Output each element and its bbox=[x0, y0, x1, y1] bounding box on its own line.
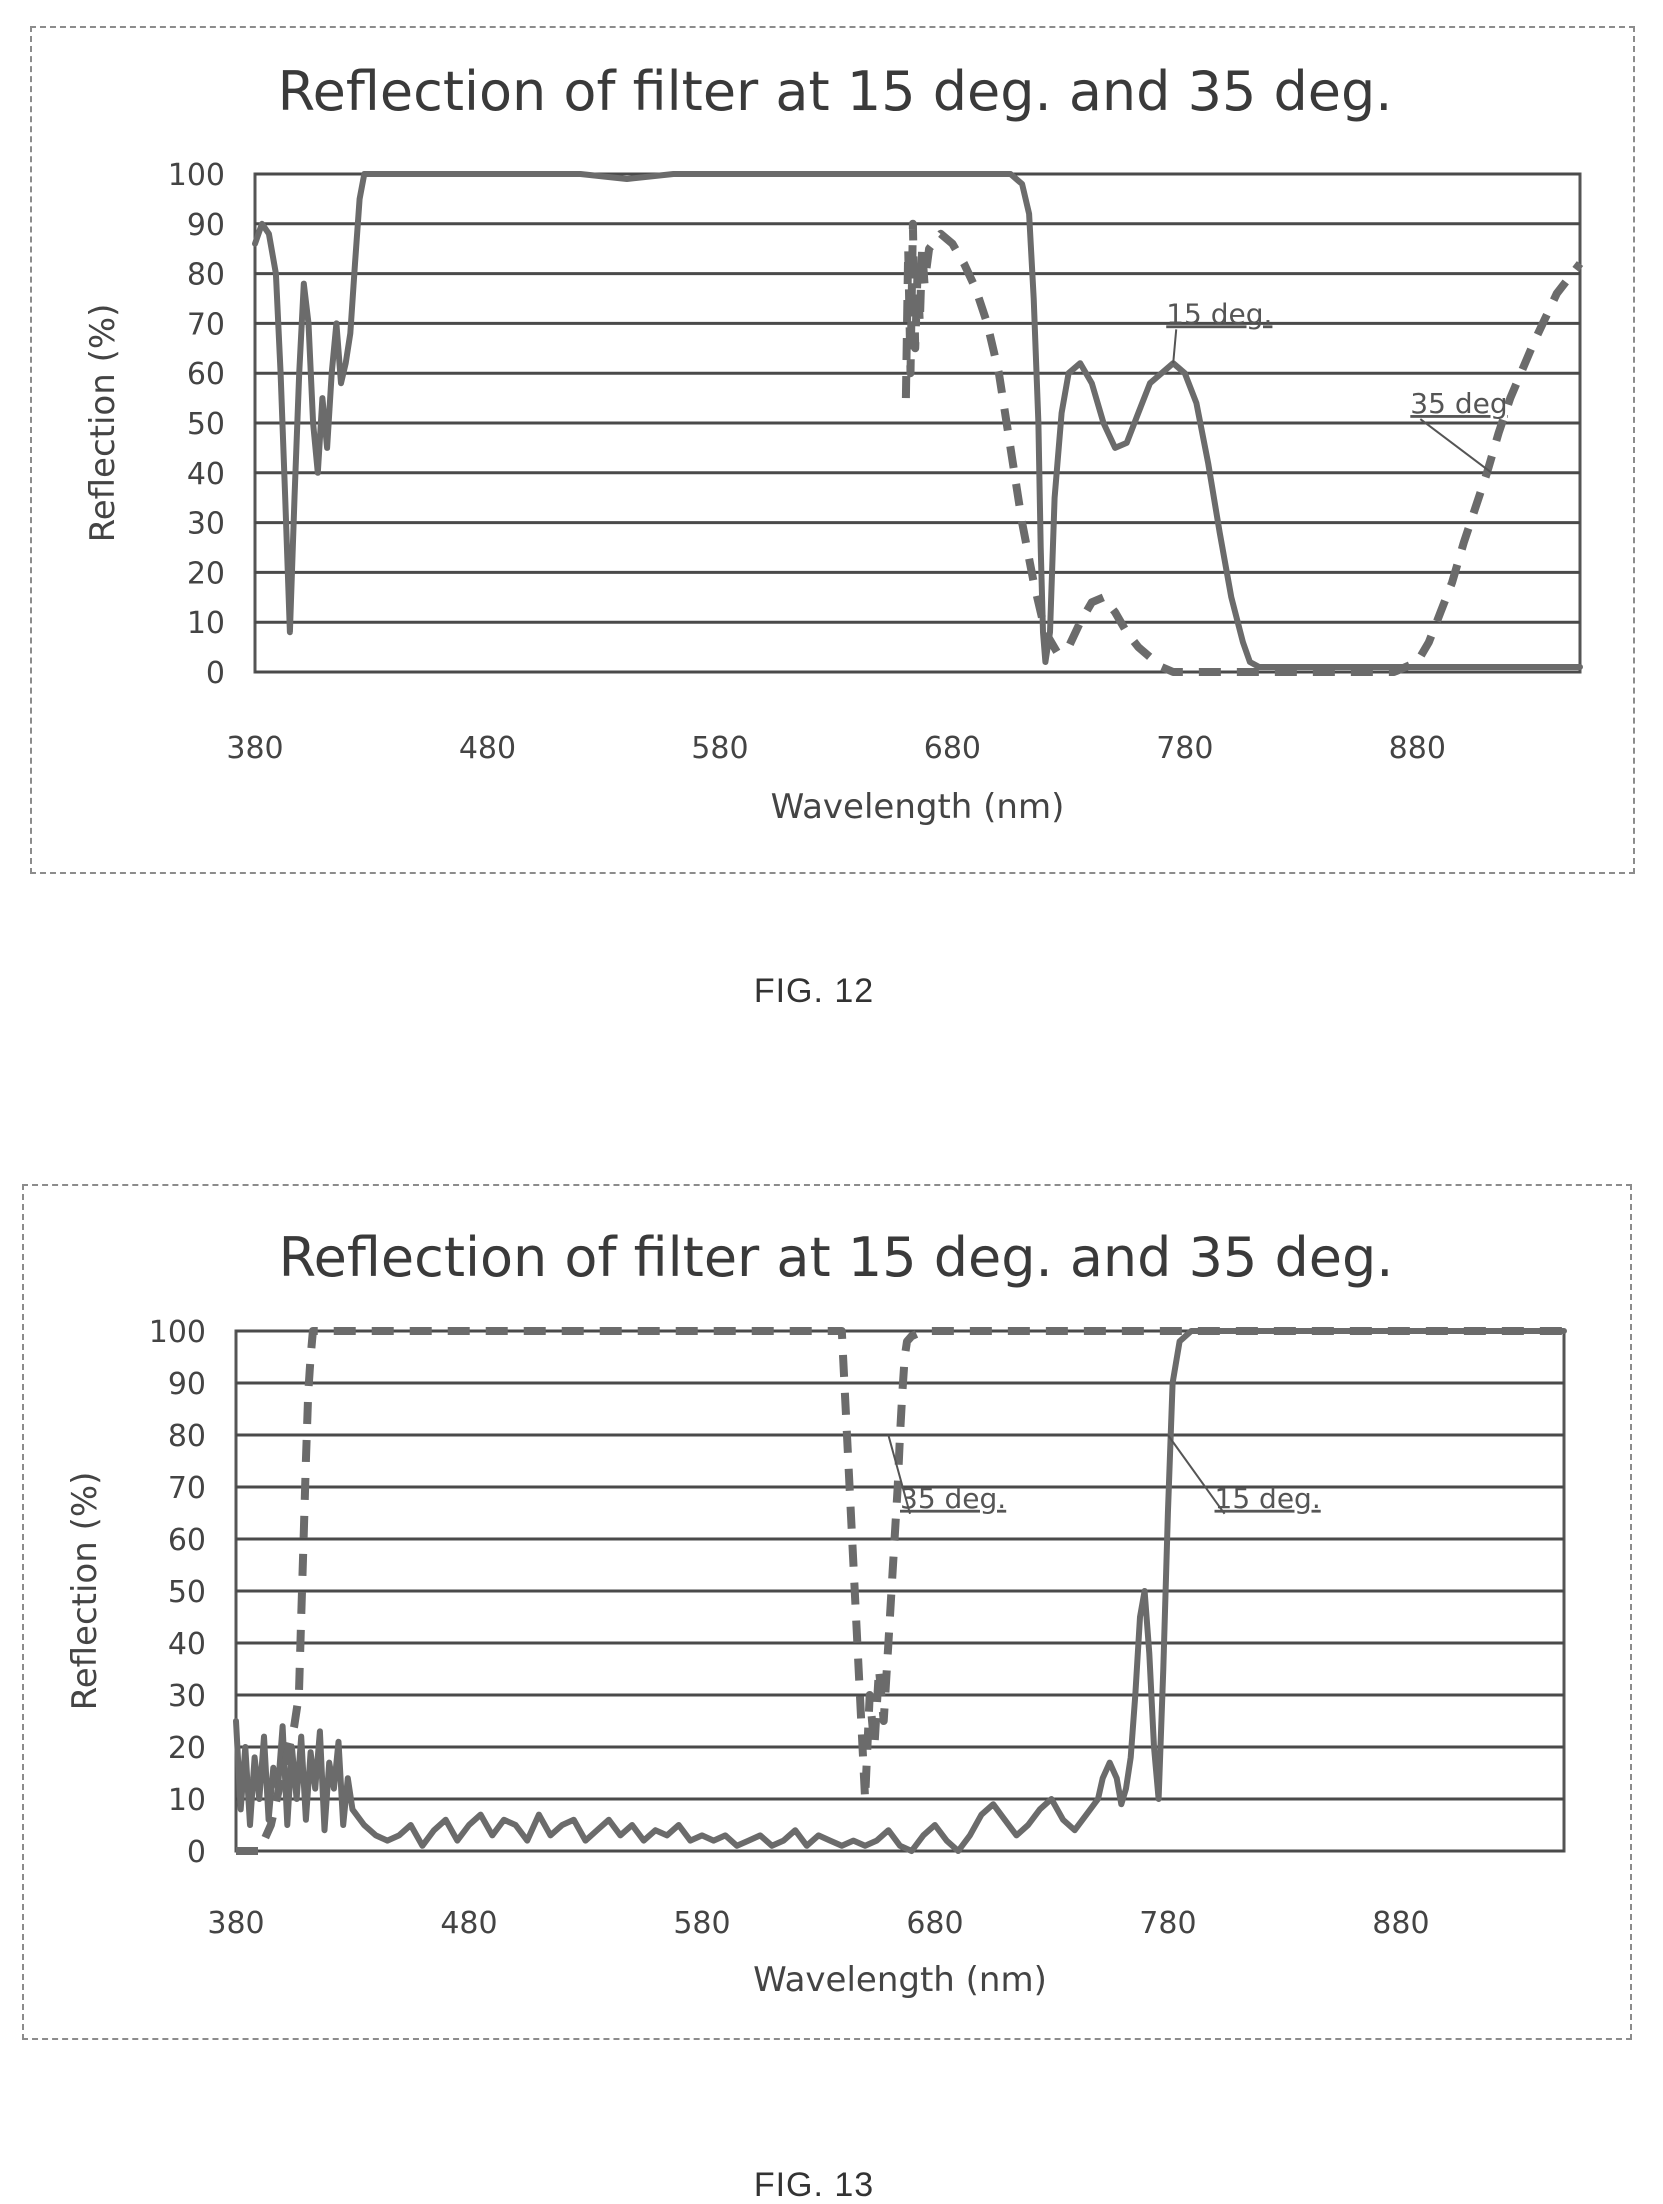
series-line-15-deg bbox=[233, 1328, 1567, 1854]
y-tick-label: 20 bbox=[187, 556, 225, 591]
y-tick-label: 30 bbox=[187, 507, 225, 542]
x-tick-label: 480 bbox=[440, 1906, 497, 1941]
annotation-leader-line bbox=[1419, 418, 1493, 474]
y-tick-label: 90 bbox=[187, 208, 225, 243]
y-tick-label: 50 bbox=[168, 1575, 206, 1610]
x-tick-label: 380 bbox=[207, 1906, 264, 1941]
y-tick-label: 0 bbox=[187, 1835, 206, 1870]
y-tick-label: 70 bbox=[187, 307, 225, 342]
x-tick-label: 880 bbox=[1372, 1906, 1429, 1941]
annotation-leader-line bbox=[887, 1434, 911, 1515]
y-tick-label: 60 bbox=[168, 1523, 206, 1558]
chart-panel-fig13: Reflection of filter at 15 deg. and 35 d… bbox=[22, 1184, 1632, 2040]
y-tick-label: 40 bbox=[168, 1627, 206, 1662]
y-tick-label: 100 bbox=[168, 158, 225, 193]
annotation-leader-line bbox=[1167, 1434, 1226, 1515]
x-tick-label: 480 bbox=[459, 731, 516, 766]
y-tick-label: 30 bbox=[168, 1679, 206, 1714]
y-tick-label: 20 bbox=[168, 1731, 206, 1766]
x-tick-label: 780 bbox=[1156, 731, 1213, 766]
figure-caption-fig13: FIG. 13 bbox=[753, 2166, 875, 2204]
x-tick-label: 380 bbox=[226, 731, 283, 766]
figure-caption-fig12: FIG. 12 bbox=[753, 972, 875, 1010]
annotation-label: 35 deg. bbox=[900, 1482, 1006, 1515]
x-tick-label: 880 bbox=[1389, 731, 1446, 766]
reflection-chart-fig13: Reflection of filter at 15 deg. and 35 d… bbox=[65, 1226, 1567, 2000]
chart-title: Reflection of filter at 15 deg. and 35 d… bbox=[278, 60, 1393, 123]
reflection-chart-fig12: Reflection of filter at 15 deg. and 35 d… bbox=[83, 60, 1584, 827]
annotation-label: 15 deg. bbox=[1166, 297, 1272, 330]
y-tick-label: 40 bbox=[187, 457, 225, 492]
y-tick-label: 80 bbox=[168, 1419, 206, 1454]
series-line-35-deg bbox=[236, 1327, 1564, 1855]
series-line-15-deg bbox=[252, 171, 1583, 670]
x-tick-label: 580 bbox=[691, 731, 748, 766]
y-tick-label: 10 bbox=[168, 1783, 206, 1818]
x-axis-label: Wavelength (nm) bbox=[771, 787, 1065, 827]
y-tick-label: 0 bbox=[206, 656, 225, 691]
x-tick-label: 780 bbox=[1139, 1906, 1196, 1941]
y-axis-label: Reflection (%) bbox=[65, 1472, 105, 1711]
annotation-leader-line bbox=[1172, 329, 1178, 364]
y-tick-label: 100 bbox=[149, 1315, 206, 1350]
annotation-label: 35 deg bbox=[1410, 387, 1507, 420]
y-tick-label: 60 bbox=[187, 357, 225, 392]
y-tick-label: 90 bbox=[168, 1367, 206, 1402]
chart-panel-fig12: Reflection of filter at 15 deg. and 35 d… bbox=[30, 26, 1635, 874]
y-tick-label: 80 bbox=[187, 258, 225, 293]
y-tick-label: 70 bbox=[168, 1471, 206, 1506]
y-tick-label: 50 bbox=[187, 407, 225, 442]
series-line-35-deg bbox=[901, 219, 1584, 676]
annotation-label: 15 deg. bbox=[1215, 1482, 1321, 1515]
x-axis-label: Wavelength (nm) bbox=[753, 1960, 1047, 2000]
y-tick-label: 10 bbox=[187, 606, 225, 641]
x-tick-label: 680 bbox=[906, 1906, 963, 1941]
chart-title: Reflection of filter at 15 deg. and 35 d… bbox=[279, 1226, 1394, 1289]
y-axis-label: Reflection (%) bbox=[83, 304, 123, 543]
x-tick-label: 680 bbox=[924, 731, 981, 766]
x-tick-label: 580 bbox=[673, 1906, 730, 1941]
